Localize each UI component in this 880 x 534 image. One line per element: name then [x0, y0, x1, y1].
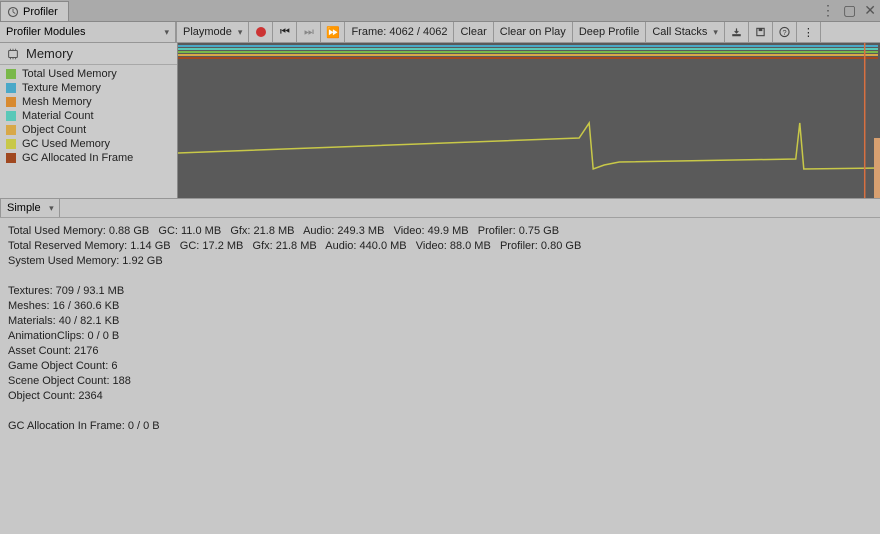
- stats-line: Game Object Count: 6: [8, 359, 872, 374]
- legend-item[interactable]: Total Used Memory: [0, 67, 177, 81]
- module-title: Memory: [26, 46, 73, 61]
- legend-label: Object Count: [22, 124, 86, 136]
- save-icon: [755, 26, 766, 38]
- legend-item[interactable]: GC Used Memory: [0, 137, 177, 151]
- legend-label: GC Used Memory: [22, 138, 110, 150]
- frame-back-button[interactable]: ⏮: [273, 22, 297, 42]
- profiler-modules-dropdown[interactable]: Profiler Modules: [0, 22, 176, 42]
- stats-line: [8, 269, 872, 284]
- legend-swatch: [6, 139, 16, 149]
- clear-label: Clear: [460, 26, 486, 38]
- stats-line: Asset Count: 2176: [8, 344, 872, 359]
- kebab-icon: ⋮: [803, 26, 814, 39]
- load-icon: [731, 26, 742, 38]
- legend-item[interactable]: Texture Memory: [0, 81, 177, 95]
- help-icon: ?: [779, 26, 790, 38]
- playmode-dropdown[interactable]: Playmode: [176, 22, 249, 42]
- legend-swatch: [6, 69, 16, 79]
- frame-counter: Frame: 4062 / 4062: [345, 22, 454, 42]
- legend-label: Mesh Memory: [22, 96, 92, 108]
- deep-profile-label: Deep Profile: [579, 26, 640, 38]
- clear-on-play-label: Clear on Play: [500, 26, 566, 38]
- legend-item[interactable]: Object Count: [0, 123, 177, 137]
- legend-swatch: [6, 153, 16, 163]
- frame-forward-button[interactable]: ⏭: [297, 22, 321, 42]
- legend-label: GC Allocated In Frame: [22, 152, 133, 164]
- frame-label: Frame: 4062 / 4062: [351, 26, 447, 38]
- fast-forward-icon: ⏩: [326, 26, 340, 39]
- window-close-icon[interactable]: ✕: [864, 2, 876, 19]
- clear-on-play-button[interactable]: Clear on Play: [494, 22, 573, 42]
- module-header-memory[interactable]: Memory: [0, 43, 177, 65]
- tab-profiler[interactable]: Profiler: [0, 1, 69, 21]
- record-icon: [256, 27, 266, 37]
- stats-line: [8, 404, 872, 419]
- svg-text:?: ?: [782, 28, 786, 37]
- detail-mode-dropdown[interactable]: Simple: [0, 199, 60, 217]
- deep-profile-button[interactable]: Deep Profile: [573, 22, 647, 42]
- stats-line: Total Reserved Memory: 1.14 GB GC: 17.2 …: [8, 239, 872, 254]
- call-stacks-dropdown[interactable]: Call Stacks: [646, 22, 725, 42]
- load-button[interactable]: [725, 22, 749, 42]
- legend-label: Texture Memory: [22, 82, 101, 94]
- window-maximize-icon[interactable]: ▢: [843, 2, 856, 19]
- stats-line: Object Count: 2364: [8, 389, 872, 404]
- record-button[interactable]: [249, 22, 273, 42]
- legend-item[interactable]: Mesh Memory: [0, 95, 177, 109]
- profiler-icon: [7, 6, 19, 18]
- stats-line: Textures: 709 / 93.1 MB: [8, 284, 872, 299]
- toolbar: Profiler Modules Playmode ⏮ ⏭ ⏩ Frame: 4…: [0, 22, 880, 43]
- clear-button[interactable]: Clear: [454, 22, 493, 42]
- detail-toolbar: Simple: [0, 198, 880, 218]
- legend-label: Total Used Memory: [22, 68, 117, 80]
- stats-line: Materials: 40 / 82.1 KB: [8, 314, 872, 329]
- memory-icon: [6, 47, 20, 61]
- legend-swatch: [6, 111, 16, 121]
- legend-item[interactable]: GC Allocated In Frame: [0, 151, 177, 165]
- memory-chart[interactable]: [178, 43, 880, 198]
- window-menu-icon[interactable]: ⋮: [821, 2, 835, 19]
- legend-swatch: [6, 83, 16, 93]
- save-button[interactable]: [749, 22, 773, 42]
- module-sidebar: Memory Total Used Memory Texture Memory Me…: [0, 43, 178, 198]
- legend-swatch: [6, 125, 16, 135]
- frame-current-button[interactable]: ⏩: [321, 22, 345, 42]
- context-menu-button[interactable]: ⋮: [797, 22, 821, 42]
- profiler-modules-label: Profiler Modules: [6, 26, 85, 38]
- legend-item[interactable]: Material Count: [0, 109, 177, 123]
- legend-swatch: [6, 97, 16, 107]
- legend-label: Material Count: [22, 110, 94, 122]
- skip-forward-icon: ⏭: [304, 26, 314, 39]
- skip-back-icon: ⏮: [280, 26, 290, 39]
- call-stacks-label: Call Stacks: [652, 26, 707, 38]
- help-button[interactable]: ?: [773, 22, 797, 42]
- stats-line: Scene Object Count: 188: [8, 374, 872, 389]
- stats-line: System Used Memory: 1.92 GB: [8, 254, 872, 269]
- legend-list: Total Used Memory Texture Memory Mesh Memo…: [0, 65, 177, 198]
- tab-label: Profiler: [23, 6, 58, 18]
- stats-line: AnimationClips: 0 / 0 B: [8, 329, 872, 344]
- tab-bar: Profiler ⋮ ▢ ✕: [0, 0, 880, 22]
- chart-scrollbar[interactable]: [874, 138, 880, 198]
- playmode-label: Playmode: [183, 26, 232, 38]
- stats-line: Meshes: 16 / 360.6 KB: [8, 299, 872, 314]
- stats-line: GC Allocation In Frame: 0 / 0 B: [8, 419, 872, 434]
- detail-mode-label: Simple: [7, 202, 41, 214]
- stats-panel: Total Used Memory: 0.88 GB GC: 11.0 MB G…: [0, 218, 880, 534]
- stats-line: Total Used Memory: 0.88 GB GC: 11.0 MB G…: [8, 224, 872, 239]
